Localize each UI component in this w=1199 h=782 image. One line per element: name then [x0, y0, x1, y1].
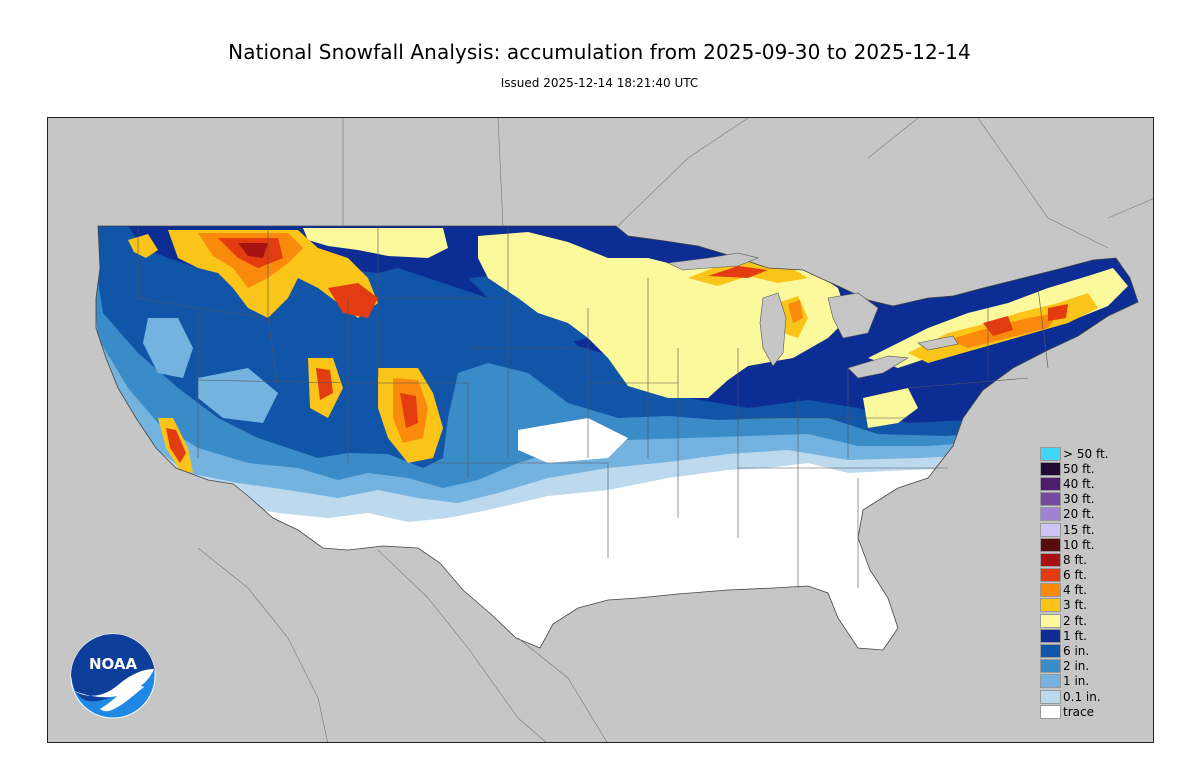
legend-item: 50 ft.: [1040, 461, 1150, 476]
legend-label: 6 in.: [1063, 644, 1090, 659]
legend-item: 10 ft.: [1040, 537, 1150, 552]
legend: > 50 ft. 50 ft. 40 ft. 30 ft. 20 ft. 15 ft. 10…: [1040, 446, 1150, 719]
legend-item: 2 ft.: [1040, 613, 1150, 628]
lake-superior: [666, 252, 759, 271]
legend-label: 15 ft.: [1063, 522, 1095, 537]
issued-timestamp: Issued 2025-12-14 18:21:40 UTC: [500, 76, 699, 90]
legend-swatch: [1040, 568, 1061, 583]
legend-label: 50 ft.: [1063, 461, 1095, 476]
legend-item: 0.1 in.: [1040, 689, 1150, 704]
legend-label: 6 ft.: [1063, 568, 1087, 583]
legend-item: 30 ft.: [1040, 492, 1150, 507]
legend-label: 4 ft.: [1063, 583, 1087, 598]
map-canvas: [48, 118, 1153, 742]
legend-label: 40 ft.: [1063, 476, 1095, 491]
legend-swatch: [1040, 537, 1061, 552]
legend-label: 10 ft.: [1063, 537, 1095, 552]
legend-swatch: [1040, 644, 1061, 659]
legend-label: trace: [1063, 704, 1094, 719]
legend-item: > 50 ft.: [1040, 446, 1150, 461]
legend-label: 3 ft.: [1063, 598, 1087, 613]
international-borders: [197, 118, 1153, 742]
legend-swatch: [1040, 674, 1061, 689]
legend-swatch: [1040, 446, 1061, 461]
legend-label: 20 ft.: [1063, 507, 1095, 522]
legend-swatch: [1040, 507, 1061, 522]
legend-swatch: [1040, 689, 1061, 704]
legend-label: 30 ft.: [1063, 492, 1095, 507]
legend-swatch: [1040, 522, 1061, 537]
legend-label: 1 ft.: [1063, 628, 1087, 643]
snowfall-contours: [96, 226, 1138, 522]
noaa-logo: NOAA: [70, 633, 156, 719]
legend-swatch: [1040, 659, 1061, 674]
state-borders: [135, 228, 1049, 588]
legend-label: > 50 ft.: [1063, 446, 1109, 461]
lake-michigan: [759, 292, 787, 367]
legend-swatch: [1040, 598, 1061, 613]
lake-huron: [827, 292, 879, 339]
legend-label: 2 ft.: [1063, 613, 1087, 628]
legend-swatch: [1040, 492, 1061, 507]
legend-label: 8 ft.: [1063, 552, 1087, 567]
legend-item: 3 ft.: [1040, 598, 1150, 613]
legend-item: 2 in.: [1040, 659, 1150, 674]
legend-swatch: [1040, 613, 1061, 628]
legend-swatch: [1040, 628, 1061, 643]
legend-item: trace: [1040, 704, 1150, 719]
legend-label: 0.1 in.: [1063, 689, 1101, 704]
legend-swatch: [1040, 461, 1061, 476]
legend-item: 6 ft.: [1040, 568, 1150, 583]
legend-item: 1 ft.: [1040, 628, 1150, 643]
legend-swatch: [1040, 704, 1061, 719]
legend-item: 6 in.: [1040, 643, 1150, 659]
legend-item: 40 ft.: [1040, 476, 1150, 491]
lake-ontario: [917, 335, 959, 351]
legend-item: 4 ft.: [1040, 583, 1150, 598]
noaa-logo-text: NOAA: [89, 655, 138, 673]
legend-item: 8 ft.: [1040, 552, 1150, 567]
map-title: National Snowfall Analysis: accumulation…: [228, 40, 971, 64]
legend-label: 1 in.: [1063, 674, 1090, 689]
legend-label: 2 in.: [1063, 659, 1090, 674]
legend-item: 15 ft.: [1040, 522, 1150, 537]
legend-swatch: [1040, 552, 1061, 567]
legend-swatch: [1040, 476, 1061, 491]
snowfall-map: [47, 117, 1154, 743]
lake-erie: [847, 355, 909, 379]
legend-item: 20 ft.: [1040, 507, 1150, 522]
legend-item: 1 in.: [1040, 674, 1150, 689]
legend-swatch: [1040, 583, 1061, 598]
